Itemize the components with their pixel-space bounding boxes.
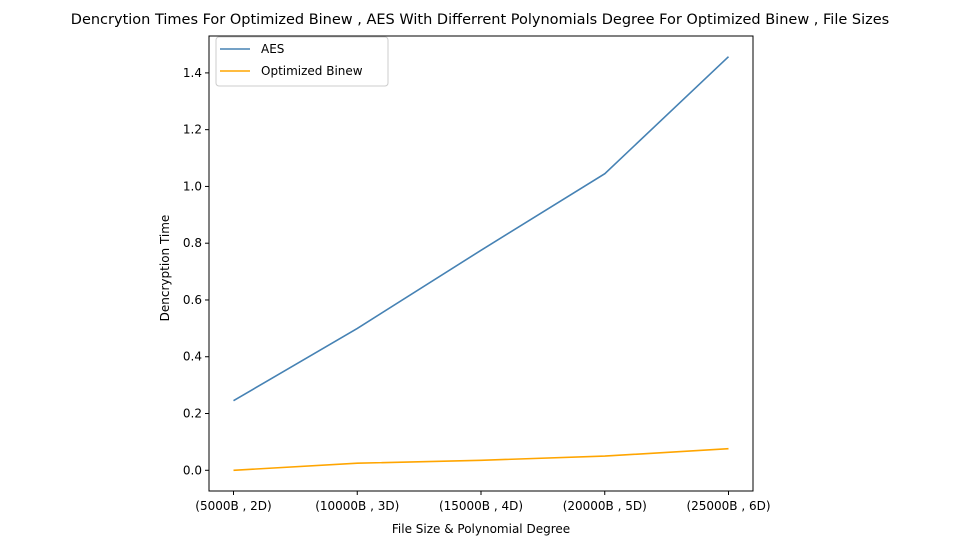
series-layer xyxy=(233,56,730,472)
x-tick-label: (15000B , 4D) xyxy=(439,499,523,513)
y-axis-label: Dencryption Time xyxy=(158,215,172,322)
x-tick-label: (25000B , 6D) xyxy=(686,499,770,513)
plot-frame xyxy=(208,35,754,492)
x-axis-ticks: (5000B , 2D) (10000B , 3D) (15000B , 4D) (2… xyxy=(195,491,771,513)
legend-entry: AES xyxy=(261,42,284,56)
x-tick-label: (5000B , 2D) xyxy=(195,499,271,513)
y-tick-label: 1.2 xyxy=(183,123,202,137)
y-tick-label: 0.4 xyxy=(183,350,202,364)
legend-box xyxy=(215,36,389,87)
y-tick-label: 0.0 xyxy=(183,463,202,477)
y-tick-label: 1.0 xyxy=(183,179,202,193)
y-axis-ticks: 0.0 0.2 0.4 0.6 0.8 1.0 1.2 1.4 xyxy=(183,66,209,477)
series-line-optimized-binew xyxy=(233,447,729,472)
legend: AES Optimized Binew xyxy=(215,36,389,87)
legend-entry: Optimized Binew xyxy=(261,64,363,78)
series-line-aes xyxy=(233,56,730,402)
x-tick-label: (20000B , 5D) xyxy=(563,499,647,513)
x-tick-label: (10000B , 3D) xyxy=(315,499,399,513)
plot-area xyxy=(208,35,754,492)
chart-title: Dencrytion Times For Optimized Binew , A… xyxy=(71,12,889,28)
y-tick-label: 0.6 xyxy=(183,293,202,307)
x-axis-label: File Size & Polynomial Degree xyxy=(392,522,570,536)
y-tick-label: 0.8 xyxy=(183,236,202,250)
y-tick-label: 1.4 xyxy=(183,66,202,80)
y-tick-label: 0.2 xyxy=(183,407,202,421)
